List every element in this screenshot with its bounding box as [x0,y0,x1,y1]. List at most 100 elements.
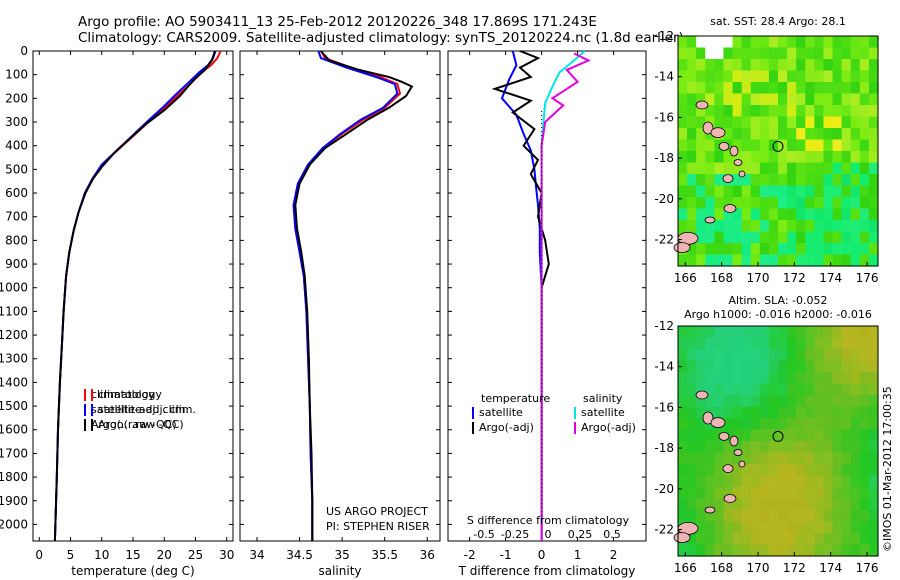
map-cell [759,36,770,49]
map-cell [868,475,879,488]
map-cell [823,326,834,339]
map-cell [723,487,734,500]
map-cell [687,533,697,546]
map-cell [868,498,879,511]
map-y-tick-label: -18 [654,151,674,165]
map-cell [705,128,715,141]
map-cell [823,383,834,396]
map-cell [696,464,706,477]
map-cell [705,243,715,256]
depth-tick-label: 100 [5,68,28,82]
map-cell [723,360,734,373]
map-cell [850,36,861,49]
x-tick-label: 35 [334,548,349,562]
map-cell [768,231,779,244]
map-cell [787,220,797,233]
map-y-tick-label: -18 [654,441,674,455]
map-cell [832,521,843,534]
map-cell [823,429,834,442]
map-cell [723,116,734,129]
map-cell [732,475,743,488]
map-cell [841,360,852,373]
map-cell [796,197,806,210]
map-cell [832,383,843,396]
map-cell [768,197,779,210]
map-cell [859,139,870,152]
map-cell [723,105,734,118]
map-cell [850,452,861,465]
map-cell [787,59,797,72]
map-cell [841,349,852,362]
map-cell [859,510,870,523]
map-y-tick-label: -20 [654,482,674,496]
island-shape [695,100,709,110]
legend-title-temperature: temperature [481,392,550,405]
map-cell [814,429,825,442]
map-cell [768,326,779,339]
map-cell [768,418,779,431]
x-tick-label: 36 [420,548,435,562]
map-cell [696,475,706,488]
map-cell [714,70,725,83]
map-cell [723,162,734,175]
map-cell [823,487,834,500]
map-cell [859,93,870,106]
series-line-temp-1 [53,50,217,542]
map-cell [687,185,697,198]
map-cell [732,349,743,362]
map-cell [768,105,779,118]
map-cell [678,139,688,152]
map-cell [823,197,834,210]
map-cell [732,185,743,198]
map-cell [805,337,815,350]
island-shape [702,121,714,135]
map-cell [859,254,870,267]
map-cell [841,82,852,95]
map-cell [759,406,770,419]
map-cell [868,418,879,431]
map-cell [823,533,834,546]
map-cell [732,510,743,523]
map-cell [705,487,715,500]
map-cell [796,326,806,339]
map-cell [696,162,706,175]
depth-tick-label: 1100 [0,304,28,318]
x-tick-label: 34 [249,548,264,562]
map-cell [696,185,706,198]
map-cell [787,487,797,500]
map-cell [768,162,779,175]
watermark: ©IMOS 01-Mar-2012 17:00:35 [881,386,894,552]
map-cell [787,197,797,210]
map-cell [678,475,688,488]
map-cell [805,452,815,465]
map-cell [750,174,761,187]
x-tick-label: 30 [219,548,234,562]
map-cell [705,441,715,454]
map-y-tick-label: -22 [654,233,674,247]
map-cell [868,487,879,500]
map-cell [732,231,743,244]
map-cell [868,59,879,72]
map-cell [678,464,688,477]
map-cell [859,326,870,339]
map-cell [714,174,725,187]
map-cell [696,406,706,419]
map-x-tick-label: 170 [747,561,770,575]
map-cell [705,197,715,210]
map-cell [759,59,770,72]
map-cell [687,128,697,141]
map-cell [723,208,734,221]
map-cell [850,254,861,267]
map-cell [823,475,834,488]
map-cell [841,128,852,141]
x-axis-label: salinity [318,564,361,578]
s-tick-label: 0.25 [568,528,593,541]
island-shape [733,449,743,456]
map-cell [778,498,788,511]
map-cell [732,452,743,465]
depth-tick-label: 900 [5,257,28,271]
map-cell [805,418,815,431]
map-cell [859,360,870,373]
map-cell [823,510,834,523]
map-cell [787,337,797,350]
